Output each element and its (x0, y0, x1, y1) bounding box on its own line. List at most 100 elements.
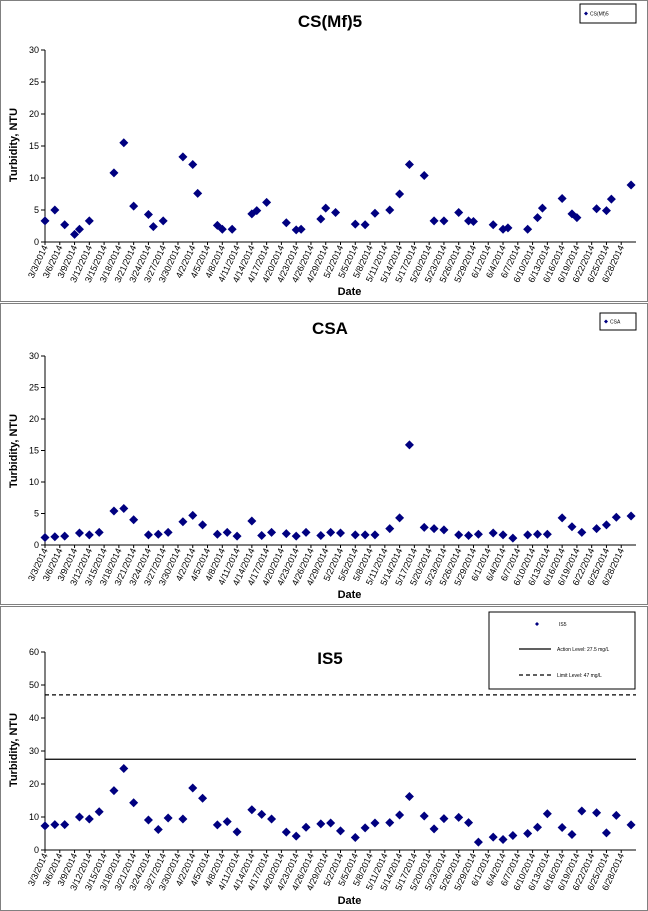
chart-panel-3: IS501020304050603/3/20143/6/20143/9/2014… (0, 606, 648, 911)
data-point (178, 814, 188, 824)
data-point (473, 837, 483, 847)
data-point (153, 825, 163, 835)
legend-box (599, 312, 637, 331)
data-point (316, 531, 326, 541)
data-point (296, 224, 306, 234)
x-axis-label: Date (338, 895, 362, 907)
data-point (281, 827, 291, 837)
legend-box (488, 611, 636, 690)
data-point (50, 205, 60, 215)
data-point (385, 818, 395, 828)
data-point (601, 520, 611, 530)
data-point (439, 814, 449, 824)
data-point (222, 527, 232, 537)
y-tick-label: 10 (29, 812, 39, 822)
data-point (488, 832, 498, 842)
y-tick-label: 15 (29, 446, 39, 456)
data-point (429, 824, 439, 834)
data-point (533, 213, 542, 223)
data-point (350, 219, 360, 229)
data-point (40, 821, 50, 831)
data-point (247, 805, 257, 815)
legend-label: CS(Mf)5 (590, 12, 609, 18)
data-point (592, 204, 602, 214)
data-point (537, 203, 547, 213)
data-point (198, 520, 208, 530)
data-point (567, 829, 577, 839)
data-point (109, 168, 119, 178)
data-point (454, 530, 464, 540)
y-tick-label: 10 (29, 173, 39, 183)
y-tick-label: 20 (29, 779, 39, 789)
data-point (508, 533, 518, 543)
data-point (74, 528, 84, 538)
data-point (326, 818, 336, 828)
legend-label: Action Level: 27.5 mg/L (557, 647, 609, 653)
y-tick-label: 50 (29, 680, 39, 690)
data-point (429, 524, 439, 534)
data-point (291, 531, 301, 541)
data-point (572, 213, 582, 223)
data-point (301, 527, 311, 537)
data-point (84, 814, 94, 824)
data-point (212, 529, 222, 539)
y-tick-label: 60 (29, 647, 39, 657)
data-point (198, 793, 208, 803)
data-point (611, 512, 621, 522)
legend: CS(Mf)5 (579, 3, 637, 24)
y-tick-label: 30 (29, 351, 39, 361)
data-point (419, 811, 429, 821)
y-tick-label: 20 (29, 109, 39, 119)
data-point (454, 812, 464, 822)
chart-panel-1: CS(Mf)50510152025303/3/20143/6/20143/9/2… (0, 0, 648, 302)
data-point (429, 216, 439, 226)
data-point (626, 820, 636, 830)
data-point (316, 214, 326, 224)
data-point (158, 216, 168, 226)
data-point (163, 813, 173, 823)
data-point (178, 152, 188, 162)
chart-title: IS5 (317, 649, 343, 668)
data-point (370, 530, 380, 540)
data-point (109, 506, 119, 516)
data-point (257, 809, 267, 819)
y-tick-label: 0 (34, 540, 39, 550)
data-point (74, 224, 84, 234)
data-point (252, 206, 262, 216)
data-point (193, 188, 203, 198)
data-point (331, 208, 341, 218)
data-point (143, 530, 153, 540)
y-tick-label: 5 (34, 509, 39, 519)
data-point (523, 224, 533, 234)
data-point (84, 216, 94, 226)
data-point (281, 529, 291, 539)
data-point (488, 528, 498, 538)
data-point (336, 528, 345, 538)
y-axis-label: Turbidity, NTU (8, 713, 20, 787)
legend-label: CSA (610, 320, 621, 326)
data-point (557, 193, 567, 203)
data-point (464, 818, 474, 828)
data-point (257, 531, 267, 541)
data-point (50, 532, 60, 542)
data-point (395, 189, 405, 199)
data-point (232, 827, 242, 837)
data-point (468, 217, 478, 227)
data-point (488, 220, 498, 230)
data-point (227, 224, 237, 234)
data-point (533, 822, 542, 832)
data-point (464, 531, 474, 541)
data-point (557, 513, 567, 523)
data-point (350, 530, 360, 540)
y-tick-label: 25 (29, 77, 39, 87)
data-point (503, 223, 513, 233)
data-point (153, 529, 163, 539)
y-tick-label: 20 (29, 414, 39, 424)
data-point (577, 806, 587, 816)
data-point (419, 522, 429, 532)
data-point (395, 810, 405, 820)
data-point (129, 201, 139, 211)
y-tick-label: 30 (29, 45, 39, 55)
data-point (143, 209, 153, 219)
data-point (404, 792, 414, 802)
